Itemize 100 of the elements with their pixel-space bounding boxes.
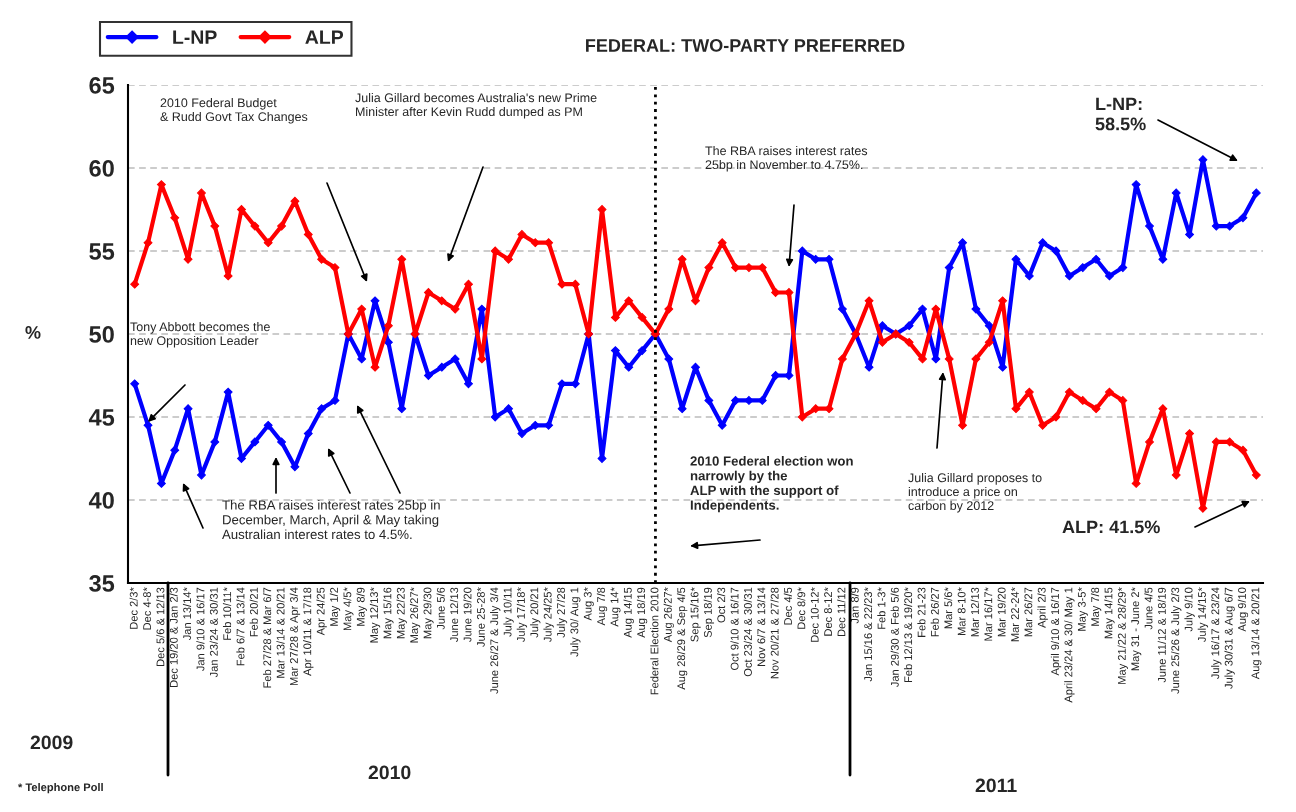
x-tick-label: May 8/9: [356, 587, 367, 626]
x-tick-label: Dec 8/9*: [797, 587, 806, 629]
y-tick-label: 40: [88, 492, 114, 509]
x-tick-label: Feb 12/13 & 19/20*: [903, 587, 913, 682]
x-tick-label: Aug 14/15: [623, 587, 634, 638]
x-tick-label: May 3-5*: [1077, 587, 1088, 631]
annotation: The RBA raises interest rates 25bp in December, March, April & May taking Australian interest rates to 4.5%.: [222, 500, 440, 540]
x-tick-label: Feb 20/21: [249, 587, 258, 637]
annotation: 2010 Federal election won narrowly by the ALP with the support of Independents.: [690, 456, 853, 513]
x-tick-label: Aug 3*: [583, 587, 594, 621]
x-tick-label: Mar 13/14 & 20/21: [276, 587, 285, 678]
x-tick-label: Jan 9/10 & 16/17: [196, 587, 205, 671]
x-tick-label: May 31 - June 2*: [1131, 587, 1142, 671]
legend-label: L-NP: [173, 30, 217, 44]
x-tick-label: Dec 8-12*: [824, 587, 833, 636]
x-tick-label: Dec 10-12*: [810, 587, 819, 642]
x-tick-label: Aug 28/29 & Sep 4/5: [676, 587, 688, 690]
legend-label: ALP: [305, 30, 344, 44]
x-tick-label: Mar 16/17*: [984, 587, 993, 641]
x-tick-label: Jan 8/9: [850, 587, 859, 624]
x-tick-label: July 30/ Aug 1: [570, 587, 581, 657]
text: 2009: [30, 735, 73, 750]
x-tick-label: July 14/15*: [1197, 587, 1209, 642]
x-tick-label: June 5/6: [436, 587, 445, 630]
x-tick-label: May 29/30: [423, 587, 434, 639]
x-tick-label: Sep 15/16*: [690, 587, 701, 642]
x-tick-label: Dec 11/12: [837, 587, 846, 637]
x-tick-label: April 23/24 & 30/ May 1: [1064, 587, 1075, 703]
x-tick-label: July 17/18*: [516, 587, 528, 642]
x-tick-label: June 4/5: [1144, 587, 1153, 630]
x-tick-label: Aug 9/10: [1237, 587, 1249, 632]
annotation: Julia Gillard becomes Australia's new Prime Minister after Kevin Rudd dumped as PM: [355, 93, 597, 119]
x-tick-label: Apr 10/11 & 17/18: [303, 587, 314, 676]
text: * Telephone Poll: [18, 783, 103, 794]
x-tick-label: Mar 12/13: [970, 587, 979, 637]
x-tick-label: Sep 18/19: [703, 587, 715, 638]
annotation: L-NP: 58.5%: [1095, 97, 1146, 131]
annotation: Tony Abbott becomes the new Opposition Leader: [130, 322, 270, 348]
x-tick-label: May 14/15: [1104, 587, 1115, 639]
x-tick-label: Dec 4/5: [783, 587, 792, 625]
x-tick-label: June 25-28*: [476, 587, 485, 647]
x-tick-label: June 11/12 & 18/19: [1157, 587, 1166, 683]
x-tick-label: May 7/8: [1090, 587, 1102, 626]
x-tick-label: July 9/10: [1184, 587, 1195, 632]
x-tick-label: Aug 26/27*: [663, 587, 674, 643]
x-tick-label: Jan 29/30 & Feb 5/6: [890, 587, 899, 688]
x-tick-label: May 21/22 & 28/29*: [1117, 587, 1128, 684]
x-tick-label: Jan 23/24 & 30/31: [209, 587, 218, 678]
x-tick-label: Feb 21-23: [917, 587, 926, 637]
annotation: Julia Gillard proposes to introduce a price on carbon by 2012: [908, 473, 1042, 513]
x-tick-label: Dec 4-8*: [143, 587, 152, 630]
x-tick-label: June 25/26 & July 2/3: [1171, 587, 1182, 694]
y-tick-label: 65: [89, 77, 115, 94]
y-tick-label: 50: [89, 326, 114, 343]
x-tick-label: Aug 7/8: [596, 587, 608, 626]
x-tick-label: May 12/13*: [369, 587, 381, 643]
x-tick-label: Mar 5/6*: [944, 587, 953, 629]
x-tick-label: Nov 6/7 & 13/14: [757, 587, 766, 666]
x-tick-label: June 12/13: [449, 587, 459, 642]
x-tick-label: Oct 23/24 & 30/31: [743, 587, 752, 677]
x-tick-label: Jan 13/14*: [182, 587, 192, 641]
annotation: 2010 Federal Budget & Rudd Govt Tax Changes: [160, 98, 308, 124]
x-tick-label: April 2/3: [1037, 587, 1048, 628]
text: 2010: [368, 765, 411, 780]
x-tick-label: Mar 22-24*: [1011, 587, 1019, 642]
x-tick-label: Feb 10/11*: [222, 587, 232, 640]
y-tick-label: 55: [89, 243, 115, 260]
y-tick-label: 45: [88, 409, 115, 426]
x-tick-label: July 30/31 & Aug 6/7: [1224, 587, 1235, 689]
x-tick-label: Feb 6/7 & 13/14: [236, 587, 245, 666]
x-tick-label: May 26/27*: [409, 587, 421, 643]
x-tick-label: Mar 27/28 & Apr 3/4: [289, 587, 301, 686]
x-tick-label: May 22/23: [396, 587, 407, 639]
x-tick-label: Aug 13/14 & 20/21: [1251, 587, 1262, 680]
x-tick-label: Dec 2/3*: [129, 587, 138, 629]
x-tick-label: July 10/11: [503, 587, 514, 637]
x-tick-label: Feb 26/27: [930, 587, 939, 637]
x-tick-label: Aug 14*: [610, 587, 621, 627]
annotation: ALP: 41.5%: [1062, 520, 1160, 534]
x-tick-label: Nov 20/21 & 27/28: [770, 587, 779, 679]
x-tick-label: July 24/25*: [543, 587, 554, 642]
x-tick-label: April 9/10 & 16/17: [1050, 587, 1062, 676]
x-tick-label: Feb 1-3*: [877, 587, 886, 629]
x-tick-label: Jan 15/16 & 22/23*: [863, 587, 873, 682]
x-tick-label: May 1/2: [329, 587, 341, 626]
y-tick-label: 35: [89, 575, 115, 592]
chart-title: FEDERAL: TWO-PARTY PREFERRED: [586, 39, 905, 52]
text: 2011: [975, 778, 1017, 793]
x-tick-label: July 27/28: [556, 587, 568, 638]
x-tick-label: Mar 8-10*: [957, 587, 966, 636]
y-tick-label: 60: [89, 160, 114, 177]
x-tick-label: Dec 19/20 & Jan 2/3: [169, 587, 178, 687]
x-tick-label: Mar 26/27: [1024, 587, 1033, 637]
x-tick-label: July 20/21: [530, 587, 541, 638]
y-axis-title: %: [25, 326, 41, 339]
x-tick-label: Oct 2/3: [717, 587, 726, 623]
x-tick-label: May 15/16: [383, 587, 394, 639]
x-tick-label: Oct 9/10 & 16/17: [730, 587, 739, 671]
x-tick-label: June 26/27 & July 3/4: [490, 587, 501, 694]
annotation: The RBA raises interest rates 25bp in November to 4.75%.: [705, 146, 868, 172]
